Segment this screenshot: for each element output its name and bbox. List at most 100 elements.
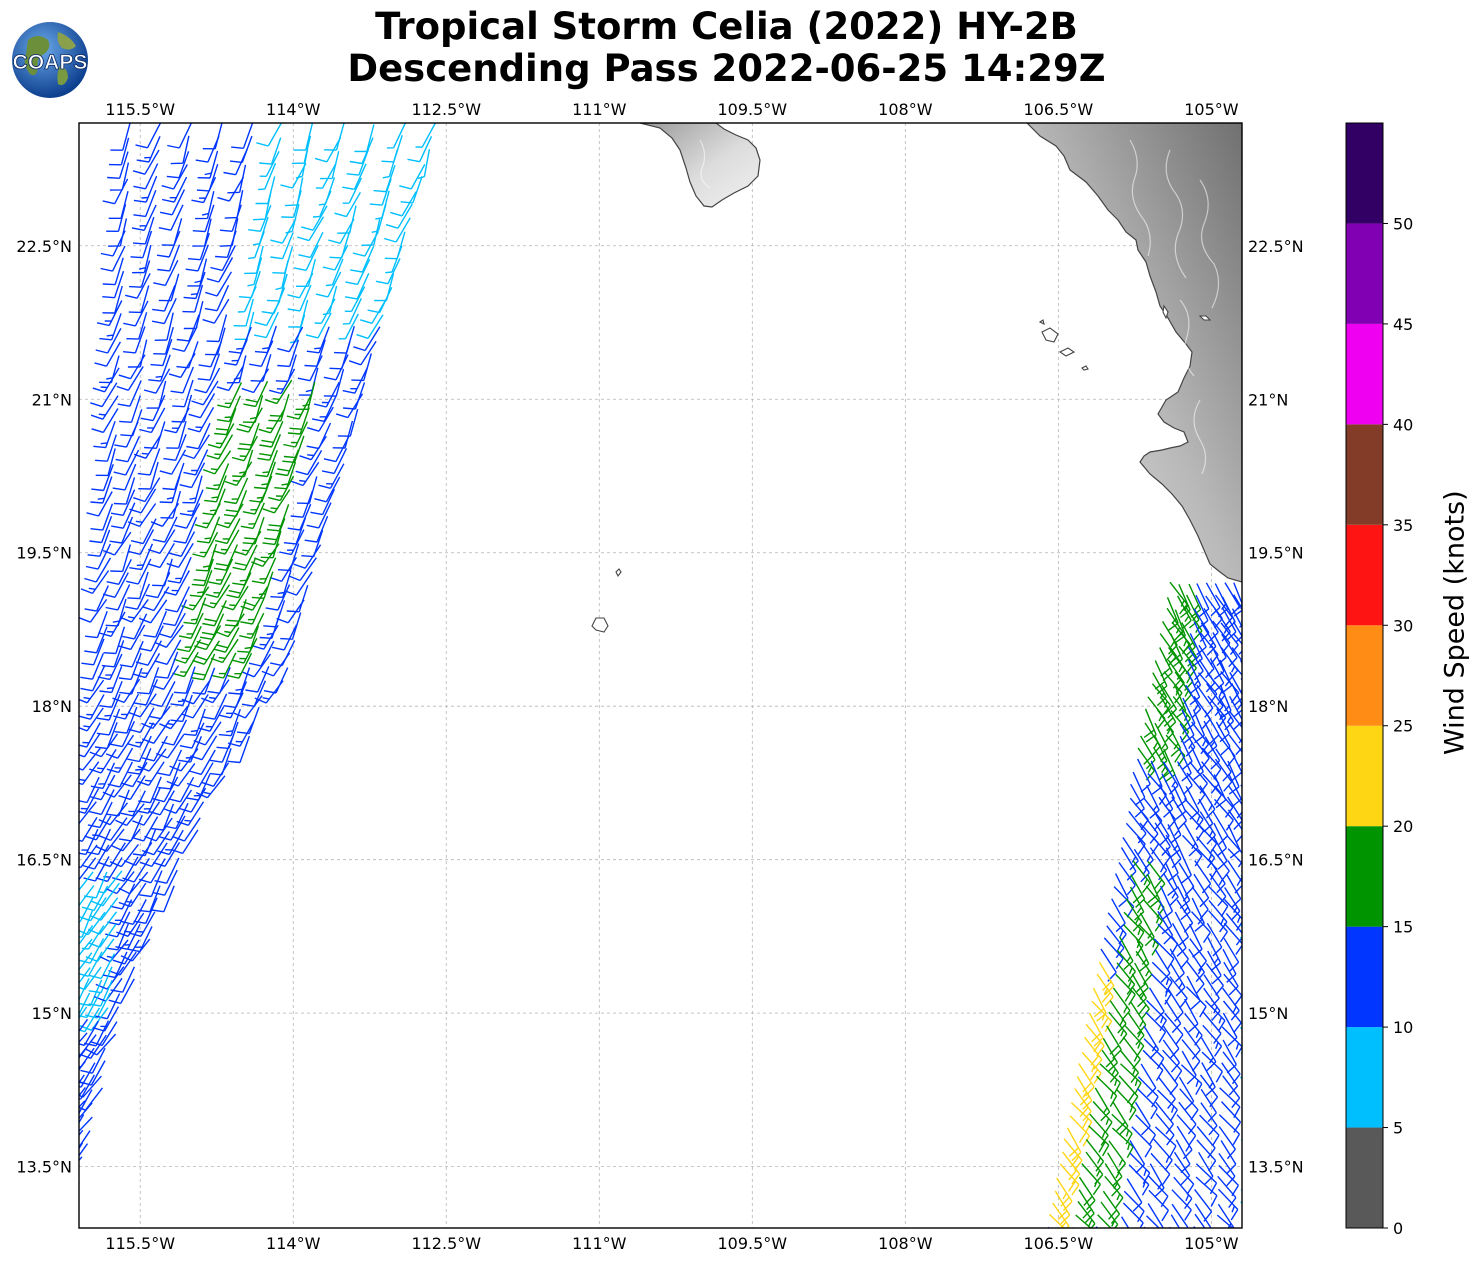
wind-barb bbox=[191, 380, 219, 406]
wind-barb bbox=[88, 923, 117, 948]
wind-barb bbox=[1222, 948, 1237, 983]
wind-barb bbox=[1154, 949, 1171, 983]
lat-tick-label-right: 21°N bbox=[1248, 390, 1288, 409]
wind-barb bbox=[109, 516, 134, 544]
wind-barb bbox=[213, 529, 240, 555]
wind-barb bbox=[236, 407, 263, 433]
wind-barb bbox=[1226, 874, 1242, 908]
title-line-1: Tropical Storm Celia (2022) HY-2B bbox=[375, 5, 1078, 48]
wind-barb bbox=[223, 477, 249, 505]
colorbar-tick-label: 10 bbox=[1393, 1018, 1413, 1037]
wind-barb bbox=[297, 355, 323, 382]
wind-barb bbox=[216, 613, 245, 638]
wind-barb bbox=[1132, 860, 1151, 894]
wind-barb bbox=[306, 326, 330, 354]
wind-barb bbox=[1159, 900, 1173, 935]
wind-barb bbox=[227, 735, 251, 764]
wind-barb bbox=[90, 476, 113, 504]
lat-tick-label-left: 22.5°N bbox=[16, 237, 72, 256]
wind-barb bbox=[314, 381, 340, 408]
wind-barb bbox=[139, 407, 166, 434]
wind-barb bbox=[148, 790, 175, 816]
wind-barb bbox=[82, 844, 110, 870]
wind-barb bbox=[195, 775, 226, 799]
wind-barb bbox=[224, 461, 253, 487]
wind-barb bbox=[99, 611, 126, 637]
island-marias-north bbox=[1198, 315, 1212, 321]
wind-barb bbox=[102, 285, 123, 314]
wind-barb bbox=[1115, 973, 1136, 1006]
wind-barb bbox=[213, 544, 239, 571]
wind-barb bbox=[186, 762, 214, 788]
wind-barb bbox=[79, 1060, 86, 1071]
wind-barb bbox=[100, 230, 126, 257]
wind-barb bbox=[176, 625, 202, 653]
wind-barb bbox=[290, 490, 314, 518]
wind-barb bbox=[79, 1130, 91, 1149]
wind-barb bbox=[79, 951, 103, 977]
wind-barb bbox=[173, 639, 202, 664]
wind-barb bbox=[79, 1086, 86, 1097]
wind-barb bbox=[1094, 1087, 1111, 1122]
wind-barb bbox=[157, 749, 183, 777]
wind-barb bbox=[169, 531, 196, 557]
wind-barb bbox=[1145, 1011, 1167, 1043]
wind-barb bbox=[110, 721, 136, 748]
wind-barb bbox=[161, 218, 183, 246]
wind-barb bbox=[107, 899, 133, 926]
wind-barb bbox=[1228, 734, 1242, 768]
wind-barb bbox=[183, 301, 204, 330]
wind-barb bbox=[108, 137, 130, 166]
wind-barb bbox=[1243, 977, 1256, 1007]
wind-barb bbox=[158, 204, 184, 231]
wind-barb bbox=[1171, 1189, 1192, 1221]
wind-barb bbox=[1240, 1036, 1242, 1040]
wind-barb bbox=[79, 1074, 96, 1100]
colorbar-tick-label: 0 bbox=[1393, 1219, 1403, 1238]
wind-barb bbox=[1231, 647, 1242, 680]
wind-barb bbox=[150, 502, 180, 527]
wind-barb bbox=[233, 695, 263, 719]
wind-barb bbox=[242, 516, 265, 545]
wind-barb bbox=[280, 163, 307, 189]
wind-barb bbox=[1199, 1114, 1220, 1147]
wind-barb bbox=[1190, 911, 1211, 943]
wind-barb bbox=[353, 326, 381, 352]
wind-barb bbox=[1178, 1101, 1197, 1135]
wind-barb bbox=[285, 204, 300, 234]
wind-barb bbox=[197, 150, 219, 179]
lat-tick-label-right: 15°N bbox=[1248, 1004, 1288, 1023]
wind-barb bbox=[152, 842, 181, 867]
wind-barb bbox=[79, 733, 101, 758]
wind-barb bbox=[1135, 1114, 1156, 1146]
wind-barb bbox=[1056, 1177, 1073, 1211]
wind-barb bbox=[1190, 746, 1204, 781]
wind-barb bbox=[138, 599, 168, 624]
lat-tick-label-left: 21°N bbox=[32, 390, 72, 409]
wind-barb bbox=[231, 435, 259, 462]
wind-barb bbox=[99, 313, 122, 341]
wind-barb bbox=[1137, 1076, 1159, 1108]
wind-barb bbox=[112, 678, 141, 704]
wind-barb bbox=[296, 216, 325, 242]
wind-barb bbox=[1196, 684, 1214, 718]
wind-barb bbox=[85, 611, 108, 639]
logo-text: COAPS bbox=[13, 51, 88, 74]
wind-barb bbox=[207, 666, 231, 694]
lon-tick-label-bottom: 111°W bbox=[572, 1234, 627, 1253]
wind-barb bbox=[127, 926, 153, 953]
wind-barb bbox=[233, 298, 254, 327]
wind-barb bbox=[384, 231, 406, 260]
wind-barb bbox=[1116, 1089, 1137, 1121]
wind-barb bbox=[360, 298, 387, 324]
wind-barb bbox=[94, 721, 118, 750]
wind-barb bbox=[1077, 1200, 1096, 1228]
wind-barb bbox=[1159, 885, 1174, 920]
wind-barb bbox=[1170, 633, 1184, 668]
wind-barb bbox=[106, 204, 127, 232]
wind-barb bbox=[286, 393, 313, 420]
colorbar: 0 5 10 15 20 25 30 35 40 45 50 bbox=[1345, 122, 1413, 1238]
wind-barb bbox=[241, 368, 270, 394]
wind-barb bbox=[1232, 621, 1242, 655]
lon-tick-label-top: 106.5°W bbox=[1024, 100, 1094, 119]
